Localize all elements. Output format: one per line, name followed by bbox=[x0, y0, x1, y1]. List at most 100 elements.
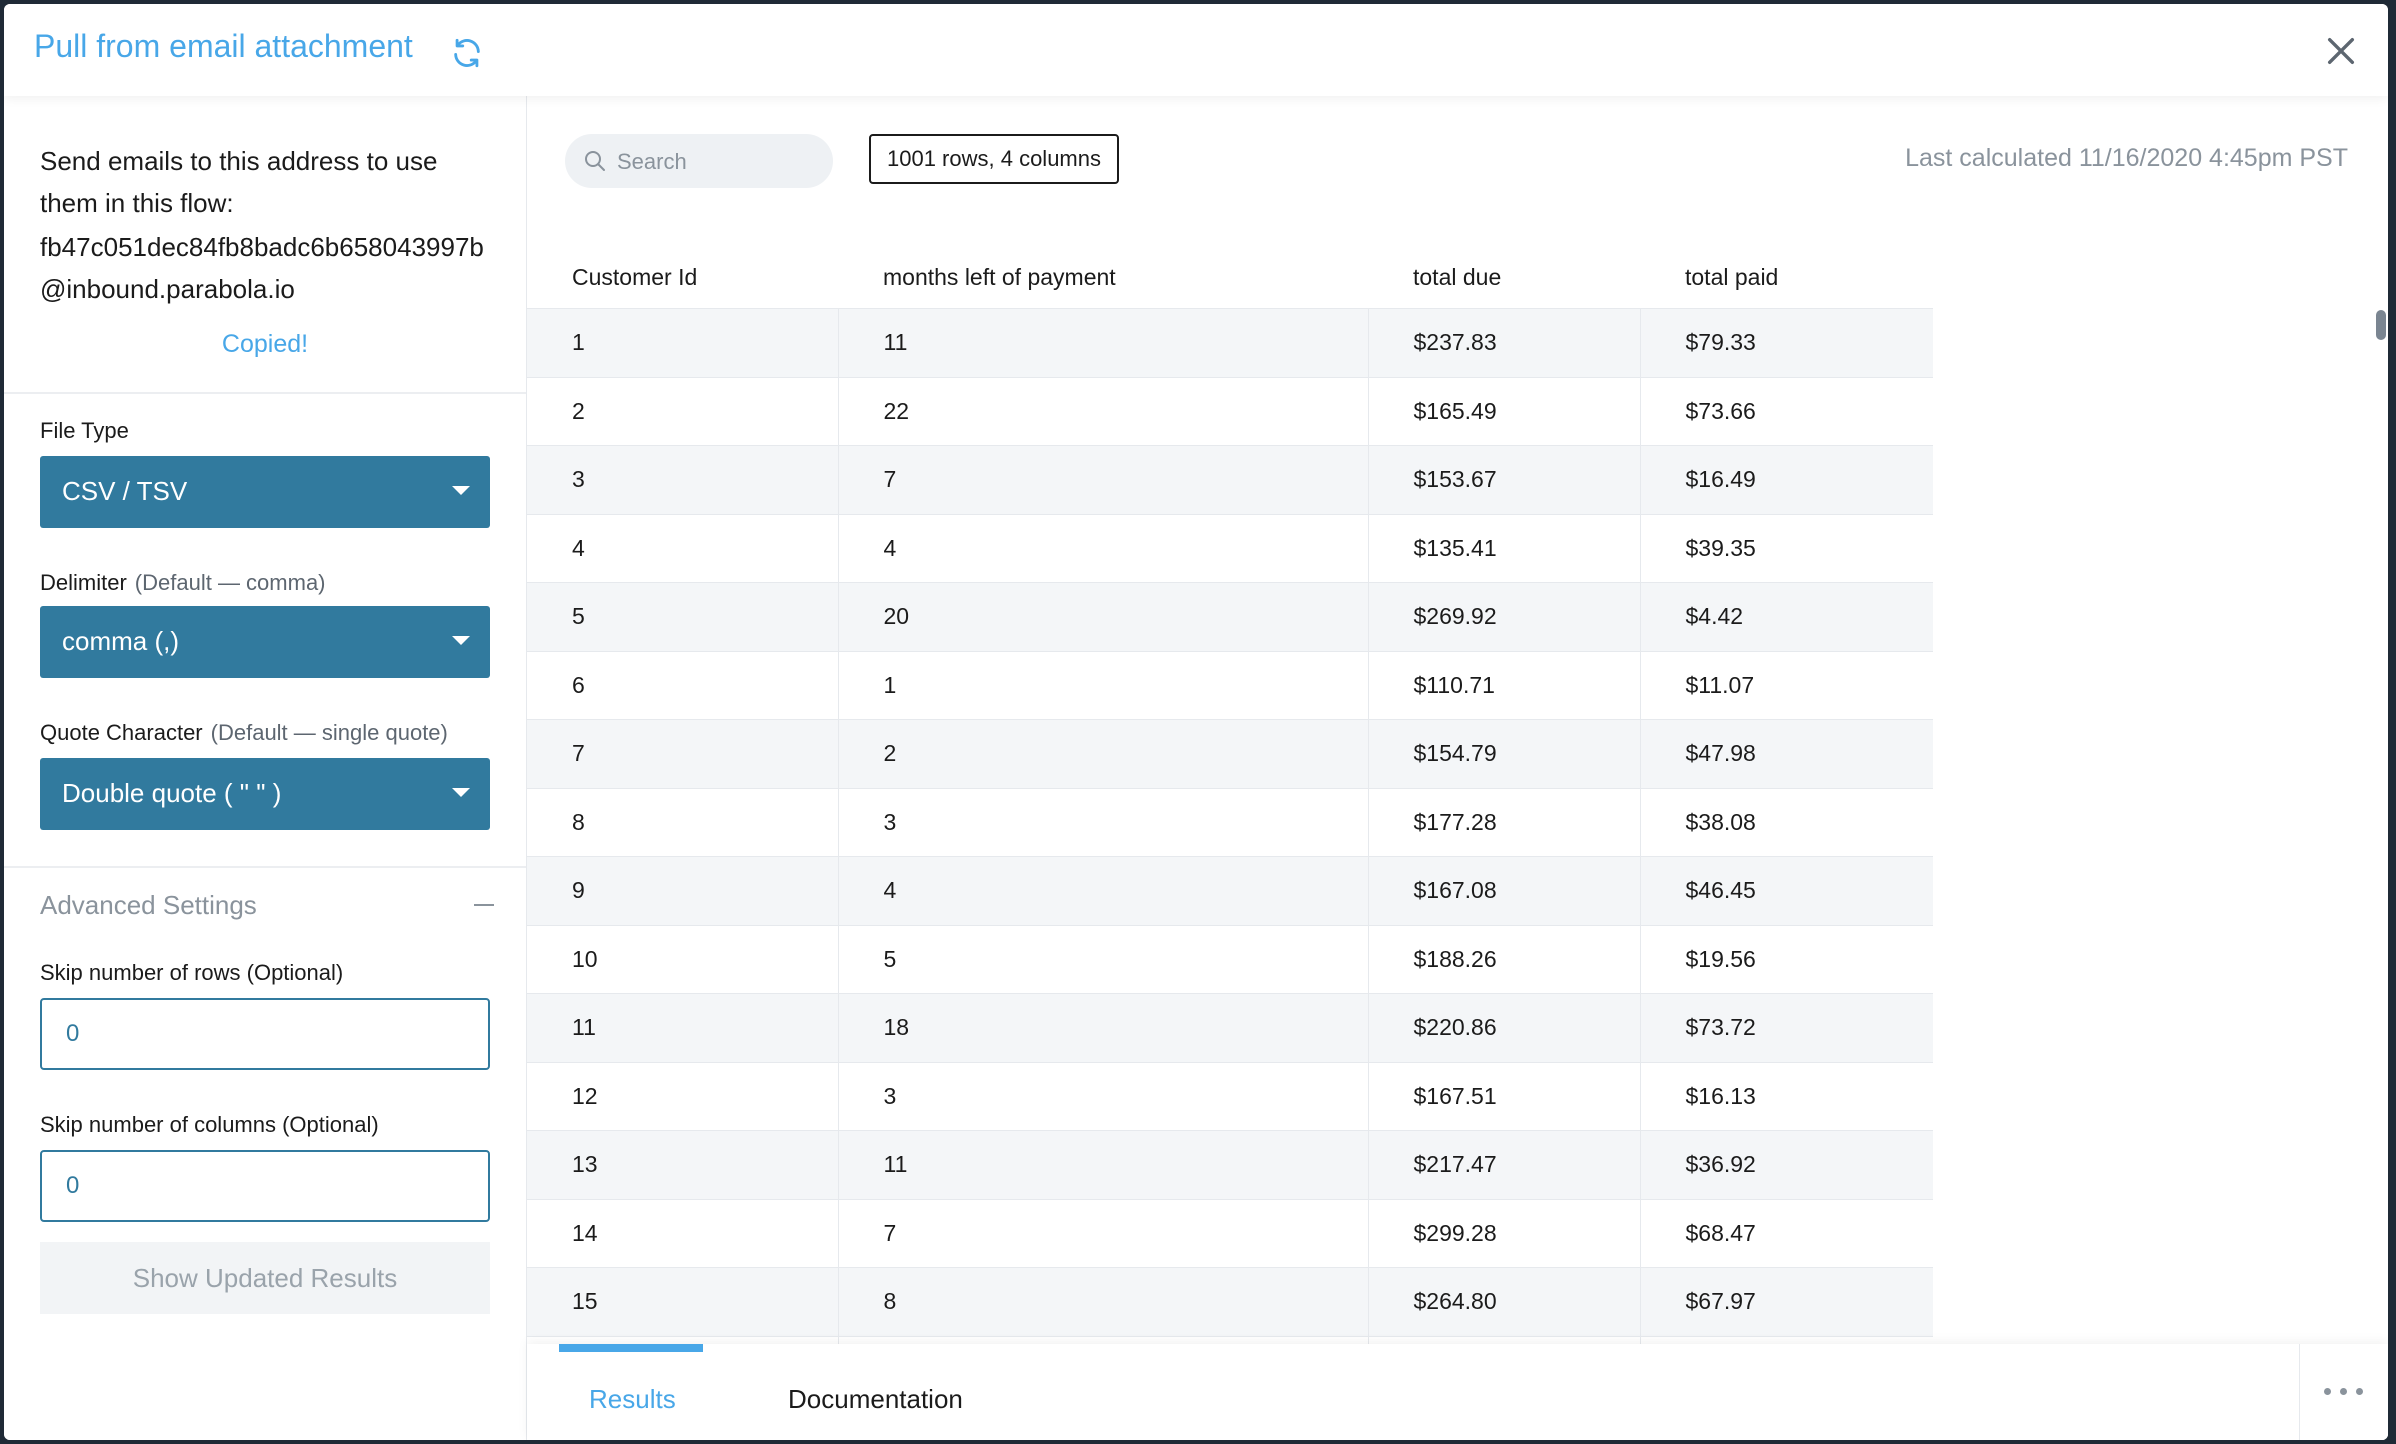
tab-results[interactable]: Results bbox=[589, 1384, 676, 1414]
table-cell[interactable]: $16.49 bbox=[1640, 445, 1933, 515]
table-cell[interactable]: $110.71 bbox=[1368, 651, 1641, 720]
email-instructions: Send emails to this address to use them … bbox=[40, 146, 438, 218]
table-cell[interactable]: 11 bbox=[527, 993, 839, 1063]
table-cell[interactable]: 7 bbox=[838, 1199, 1369, 1268]
table-cell[interactable]: 5 bbox=[838, 925, 1369, 994]
table-cell[interactable]: 18 bbox=[838, 993, 1369, 1063]
table-cell[interactable]: 2 bbox=[527, 377, 839, 446]
results-table-container[interactable]: Customer Id months left of payment total… bbox=[527, 246, 1933, 1352]
search-box[interactable] bbox=[565, 134, 833, 188]
quote-character-label: Quote Character (Default — single quote) bbox=[40, 720, 448, 745]
tab-documentation[interactable]: Documentation bbox=[788, 1384, 963, 1414]
advanced-settings-title[interactable]: Advanced Settings bbox=[40, 890, 257, 920]
table-cell[interactable]: $16.13 bbox=[1640, 1062, 1933, 1131]
table-cell[interactable]: $73.72 bbox=[1640, 993, 1933, 1063]
minus-icon[interactable] bbox=[474, 904, 494, 906]
inbound-email-address[interactable]: fb47c051dec84fb8badc6b658043997b@inbound… bbox=[40, 232, 484, 304]
table-cell[interactable]: 2 bbox=[838, 719, 1369, 789]
table-cell[interactable]: 20 bbox=[838, 582, 1369, 652]
skip-rows-input[interactable] bbox=[40, 998, 490, 1070]
table-cell[interactable]: $167.08 bbox=[1368, 856, 1641, 926]
table-cell[interactable]: 11 bbox=[838, 1130, 1369, 1200]
divider bbox=[4, 866, 526, 868]
table-cell[interactable]: $153.67 bbox=[1368, 445, 1641, 515]
caret-down-icon bbox=[452, 636, 470, 645]
table-cell[interactable]: $39.35 bbox=[1640, 514, 1933, 583]
table-row: 7 2 $154.79 $47.98 bbox=[527, 719, 1933, 789]
table-cell[interactable]: $167.51 bbox=[1368, 1062, 1641, 1131]
table-cell[interactable]: 6 bbox=[527, 651, 839, 720]
table-cell[interactable]: $299.28 bbox=[1368, 1199, 1641, 1268]
table-cell[interactable]: $67.97 bbox=[1640, 1267, 1933, 1337]
row-column-count-badge: 1001 rows, 4 columns bbox=[869, 134, 1119, 184]
close-icon[interactable] bbox=[2324, 34, 2358, 68]
table-row: 13 11 $217.47 $36.92 bbox=[527, 1130, 1933, 1200]
table-cell[interactable]: $220.86 bbox=[1368, 993, 1641, 1063]
table-cell[interactable]: $4.42 bbox=[1640, 582, 1933, 652]
table-cell[interactable]: 8 bbox=[838, 1267, 1369, 1337]
table-cell[interactable]: 7 bbox=[838, 445, 1369, 515]
refresh-icon[interactable] bbox=[450, 36, 484, 70]
table-cell[interactable]: $73.66 bbox=[1640, 377, 1933, 446]
vertical-scrollbar-thumb[interactable] bbox=[2376, 310, 2386, 340]
column-header[interactable]: total due bbox=[1368, 246, 1640, 309]
table-cell[interactable]: $177.28 bbox=[1368, 788, 1641, 857]
table-cell[interactable]: 8 bbox=[527, 788, 839, 857]
table-cell[interactable]: $264.80 bbox=[1368, 1267, 1641, 1337]
table-cell[interactable]: $237.83 bbox=[1368, 308, 1641, 378]
table-cell[interactable]: 7 bbox=[527, 719, 839, 789]
table-cell[interactable]: 11 bbox=[838, 308, 1369, 378]
last-calculated-timestamp: Last calculated 11/16/2020 4:45pm PST bbox=[1905, 144, 2348, 172]
column-header[interactable]: months left of payment bbox=[838, 246, 1368, 309]
quote-character-select[interactable]: Double quote ( " " ) bbox=[40, 758, 490, 830]
table-cell[interactable]: 3 bbox=[527, 445, 839, 515]
table-cell[interactable]: 4 bbox=[838, 856, 1369, 926]
table-cell[interactable]: 13 bbox=[527, 1130, 839, 1200]
column-header[interactable]: Customer Id bbox=[527, 246, 838, 309]
table-cell[interactable]: $38.08 bbox=[1640, 788, 1933, 857]
table-cell[interactable]: $154.79 bbox=[1368, 719, 1641, 789]
table-cell[interactable]: 5 bbox=[527, 582, 839, 652]
table-cell[interactable]: 12 bbox=[527, 1062, 839, 1131]
table-cell[interactable]: 3 bbox=[838, 1062, 1369, 1131]
table-body: 1 11 $237.83 $79.33 2 22 $165.49 $73.66 3 7 $153.6… bbox=[527, 308, 1933, 1352]
table-cell[interactable]: 14 bbox=[527, 1199, 839, 1268]
show-updated-results-button[interactable]: Show Updated Results bbox=[40, 1242, 490, 1314]
delimiter-value: comma (,) bbox=[62, 626, 179, 656]
table-cell[interactable]: $188.26 bbox=[1368, 925, 1641, 994]
skip-rows-label: Skip number of rows (Optional) bbox=[40, 960, 344, 985]
copied-link[interactable]: Copied! bbox=[221, 330, 309, 358]
table-cell[interactable]: $19.56 bbox=[1640, 925, 1933, 994]
table-cell[interactable]: 4 bbox=[838, 514, 1369, 583]
table-cell[interactable]: $135.41 bbox=[1368, 514, 1641, 583]
table-cell[interactable]: $47.98 bbox=[1640, 719, 1933, 789]
table-cell[interactable]: 3 bbox=[838, 788, 1369, 857]
table-cell[interactable]: 10 bbox=[527, 925, 839, 994]
column-header[interactable]: total paid bbox=[1640, 246, 1933, 309]
table-header-row: Customer Id months left of payment total… bbox=[527, 246, 1933, 309]
delimiter-label: Delimiter (Default — comma) bbox=[40, 570, 326, 595]
table-cell[interactable]: $46.45 bbox=[1640, 856, 1933, 926]
skip-columns-input[interactable] bbox=[40, 1150, 490, 1222]
delimiter-select[interactable]: comma (,) bbox=[40, 606, 490, 678]
table-cell[interactable]: $269.92 bbox=[1368, 582, 1641, 652]
more-horizontal-icon[interactable] bbox=[2299, 1344, 2388, 1440]
search-input[interactable] bbox=[615, 144, 819, 180]
table-cell[interactable]: $165.49 bbox=[1368, 377, 1641, 446]
table-cell[interactable]: $217.47 bbox=[1368, 1130, 1641, 1200]
table-cell[interactable]: 1 bbox=[527, 308, 839, 378]
table-cell[interactable]: 22 bbox=[838, 377, 1369, 446]
file-type-select[interactable]: CSV / TSV bbox=[40, 456, 490, 528]
table-row: 15 8 $264.80 $67.97 bbox=[527, 1267, 1933, 1337]
table-cell[interactable]: $36.92 bbox=[1640, 1130, 1933, 1200]
table-cell[interactable]: 15 bbox=[527, 1267, 839, 1337]
table-cell[interactable]: 1 bbox=[838, 651, 1369, 720]
table-cell[interactable]: $79.33 bbox=[1640, 308, 1933, 378]
table-row: 5 20 $269.92 $4.42 bbox=[527, 582, 1933, 652]
bottom-tab-bar: Results Documentation bbox=[527, 1344, 2388, 1440]
table-row: 9 4 $167.08 $46.45 bbox=[527, 856, 1933, 926]
table-cell[interactable]: 9 bbox=[527, 856, 839, 926]
table-cell[interactable]: 4 bbox=[527, 514, 839, 583]
table-cell[interactable]: $11.07 bbox=[1640, 651, 1933, 720]
table-cell[interactable]: $68.47 bbox=[1640, 1199, 1933, 1268]
